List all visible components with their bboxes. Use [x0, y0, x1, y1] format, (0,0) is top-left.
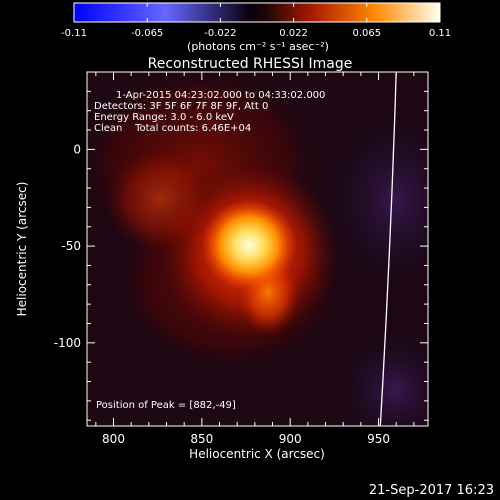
- colorbar-tick-label: -0.022: [204, 28, 236, 39]
- peak-position-annotation: Position of Peak = [882,-49]: [96, 400, 236, 411]
- detectors-annotation: Detectors: 3F 5F 6F 7F 8F 9F, Att 0: [94, 101, 268, 112]
- x-tick-label: 900: [279, 432, 302, 446]
- x-tick-label: 950: [367, 432, 390, 446]
- heatmap-image: [87, 72, 428, 426]
- footer-timestamp: 21-Sep-2017 16:23: [369, 483, 494, 498]
- colorbar: [73, 2, 441, 23]
- chart-title: Reconstructed RHESSI Image: [148, 56, 353, 72]
- colorbar-tick-label: 0.065: [352, 28, 381, 39]
- colorbar-tick-label: -0.065: [131, 28, 163, 39]
- colorbar-unit-label: (photons cm⁻² s⁻¹ asec⁻²): [187, 40, 329, 53]
- y-axis-ticks: [87, 71, 428, 421]
- solar-limb-line: [379, 71, 397, 427]
- x-tick-label: 850: [190, 432, 213, 446]
- colorbar-tick-labels: -0.11 -0.065 -0.022 0.022 0.065 0.11: [61, 28, 451, 39]
- clean-counts-annotation: Clean Total counts: 6.46E+04: [94, 123, 251, 134]
- y-tick-label: -50: [61, 239, 81, 253]
- x-axis-ticks: [95, 72, 415, 426]
- y-tick-label: 0: [73, 142, 81, 156]
- y-tick-label: -100: [54, 336, 81, 350]
- y-axis-label: Heliocentric Y (arcsec): [15, 182, 29, 317]
- colorbar-tick-label: -0.11: [61, 28, 87, 39]
- x-tick-label: 800: [102, 432, 125, 446]
- x-axis-label: Heliocentric X (arcsec): [189, 447, 325, 461]
- time-range-annotation: 1-Apr-2015 04:23:02.000 to 04:33:02.000: [116, 90, 325, 101]
- y-axis-tick-labels: 0 -50 -100: [54, 142, 81, 349]
- plot-frame: [86, 71, 429, 427]
- colorbar-tick-label: 0.11: [429, 28, 451, 39]
- colorbar-tick-label: 0.022: [279, 28, 308, 39]
- energy-range-annotation: Energy Range: 3.0 - 6.0 keV: [94, 112, 234, 123]
- colorbar-ticks: [73, 3, 441, 22]
- x-axis-tick-labels: 800 850 900 950: [102, 432, 390, 446]
